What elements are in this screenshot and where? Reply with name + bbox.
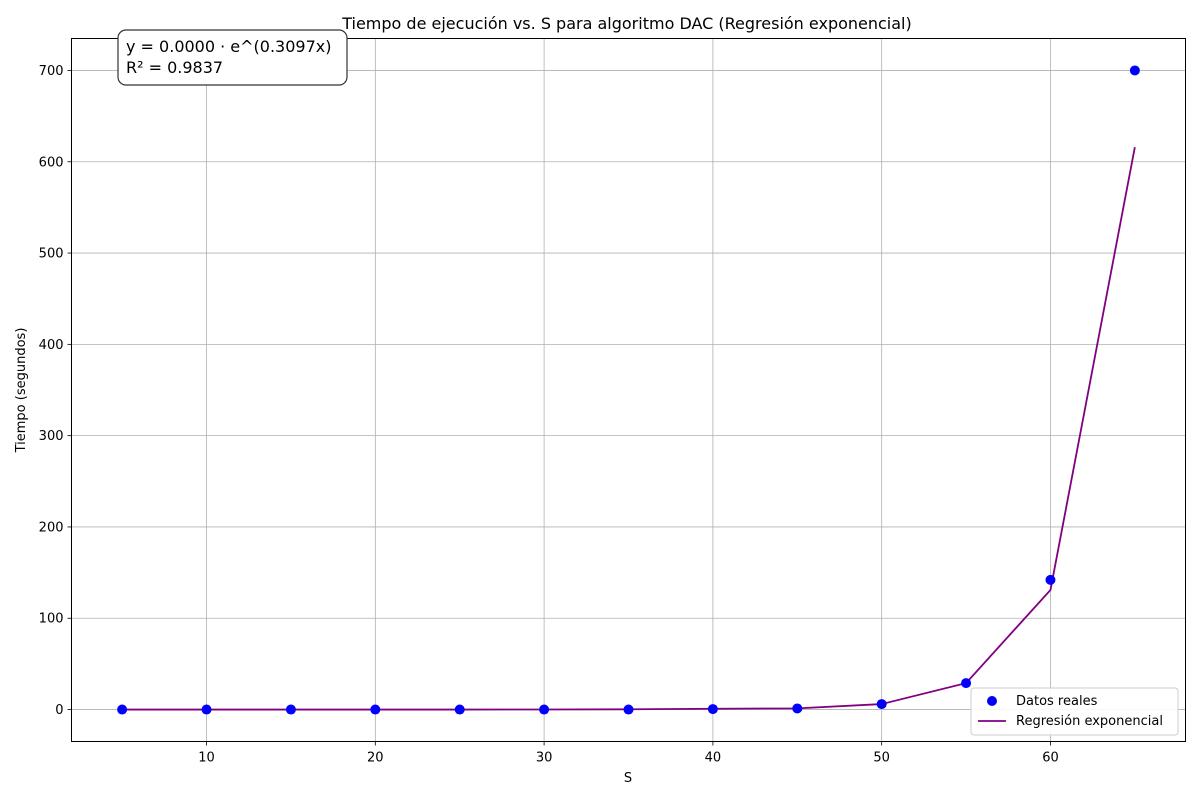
legend: Datos reales Regresión exponencial xyxy=(970,687,1179,736)
y-tick-label: 100 xyxy=(39,612,64,627)
data-point xyxy=(454,704,465,715)
x-tick-label: 20 xyxy=(367,751,384,766)
y-tick-label: 600 xyxy=(39,155,64,170)
data-point xyxy=(1129,65,1140,76)
annotation-r-squared: R² = 0.9837 xyxy=(126,58,223,77)
data-point xyxy=(370,704,381,715)
x-tick-label: 10 xyxy=(198,751,215,766)
annotation-frame xyxy=(117,29,348,86)
x-tick-label: 40 xyxy=(705,751,722,766)
data-point xyxy=(201,704,212,715)
data-point xyxy=(792,703,803,714)
data-point xyxy=(707,704,718,715)
annotation-equation: y = 0.0000 · e^(0.3097x) xyxy=(126,37,331,56)
x-axis-label: S xyxy=(624,771,632,786)
legend-marker-scatter xyxy=(987,696,997,706)
x-tick-label: 50 xyxy=(873,751,890,766)
legend-label-scatter: Datos reales xyxy=(1016,694,1098,709)
annotation-box: y = 0.0000 · e^(0.3097x) R² = 0.9837 xyxy=(117,29,348,86)
data-point xyxy=(876,699,887,710)
data-point xyxy=(285,704,296,715)
legend-label-line: Regresión exponencial xyxy=(1016,714,1163,729)
data-points-series xyxy=(117,65,1140,715)
legend-frame xyxy=(970,687,1179,736)
data-point xyxy=(539,704,550,715)
y-tick-label: 200 xyxy=(39,520,64,535)
y-axis-label: Tiempo (segundos) xyxy=(14,328,29,454)
y-tick-label: 500 xyxy=(39,247,64,262)
x-axis-ticks: 10 20 30 40 50 60 xyxy=(198,741,1059,766)
y-tick-label: 400 xyxy=(39,338,64,353)
x-tick-label: 30 xyxy=(536,751,553,766)
plot-frame xyxy=(71,38,1186,742)
data-point xyxy=(961,678,972,689)
y-tick-label: 700 xyxy=(39,64,64,79)
data-point xyxy=(1045,574,1056,585)
y-tick-label: 300 xyxy=(39,429,64,444)
x-tick-label: 60 xyxy=(1042,751,1059,766)
data-point xyxy=(117,704,128,715)
y-axis-ticks: 0 100 200 300 400 500 600 700 xyxy=(39,64,72,718)
data-point xyxy=(623,704,634,715)
grid xyxy=(71,38,1186,742)
y-tick-label: 0 xyxy=(55,703,63,718)
plot-area xyxy=(71,38,1186,742)
chart-title: Tiempo de ejecución vs. S para algoritmo… xyxy=(341,14,912,33)
